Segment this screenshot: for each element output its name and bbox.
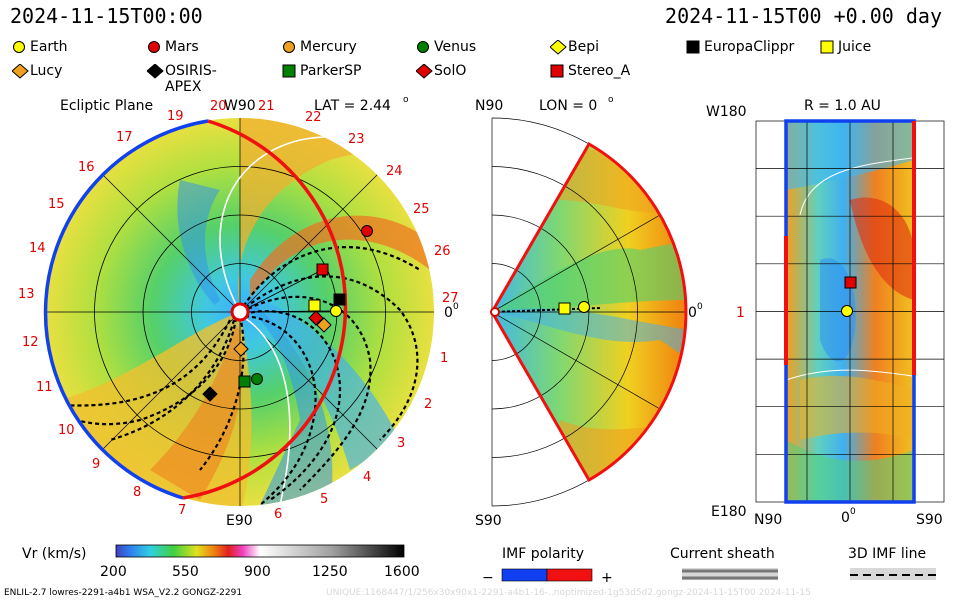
- sphere-mid-left-label: 1: [736, 305, 745, 321]
- sphere-x-mid-sup: 0: [850, 507, 856, 517]
- tick-19: 19: [167, 109, 184, 124]
- tick-3: 3: [397, 436, 405, 451]
- tick-16: 15: [48, 197, 65, 212]
- ecliptic-top-label: W90: [224, 98, 256, 114]
- tick-15: 14: [29, 241, 46, 256]
- imf-plus-label: +: [601, 570, 613, 586]
- sphere-x-right-label: S90: [916, 512, 943, 528]
- juice-marker: [308, 299, 321, 312]
- lon-label: LON = 0: [539, 98, 597, 114]
- footer-left: ENLIL-2.7 lowres-2291-a4b1 WSA_V2.2 GONG…: [4, 588, 243, 598]
- imf-line-key: 3D IMF line: [848, 546, 936, 580]
- colorbar-label: Vr (km/s): [22, 546, 86, 562]
- meridional-earth-marker: [578, 301, 590, 313]
- meridional-right-sup: 0: [697, 302, 703, 312]
- ecliptic-right-label: 0: [444, 305, 453, 321]
- tick-18: 17: [116, 130, 133, 145]
- sphere-earth-marker: [841, 305, 853, 317]
- sphere-x-mid-label: 0: [841, 510, 850, 526]
- sphere-bottom-left-label: E180: [711, 504, 747, 520]
- mars-marker: [361, 225, 373, 237]
- tick-2: 2: [424, 397, 432, 412]
- meridional-rim: [490, 141, 688, 483]
- timestamp-right: 2024-11-15T00 +0.00 day: [665, 4, 942, 28]
- sphere-stereo-a-marker: [844, 276, 857, 289]
- mercury-marker: [233, 341, 249, 357]
- tick-8: 7: [178, 503, 186, 518]
- lucy-marker: [316, 317, 332, 333]
- tick-27: 27: [442, 291, 459, 306]
- europaclippr-marker: [333, 293, 346, 306]
- meridional-juice-marker: [558, 302, 571, 315]
- colorbar-tick-1250: 1250: [312, 564, 348, 580]
- tick-22: 22: [305, 110, 322, 125]
- ecliptic-bodies: [202, 225, 373, 402]
- sphere-x-left-label: N90: [754, 512, 782, 528]
- meridional-bottom-label: S90: [475, 513, 502, 529]
- meridional-top-label: N90: [475, 98, 503, 114]
- carrington-ticks: 19 20 21 22 23 24 25 26 27 1 2 3 4 5 6 7…: [18, 99, 459, 522]
- tick-26: 26: [434, 244, 451, 259]
- imf-polarity-key: IMF polarity − +: [482, 546, 613, 586]
- tick-20: 20: [210, 99, 227, 114]
- earth-marker: [330, 305, 342, 317]
- imf-polarity-label: IMF polarity: [502, 546, 584, 562]
- ecliptic-title: Ecliptic Plane: [60, 98, 153, 114]
- tick-11: 10: [58, 423, 75, 438]
- sun-marker: [230, 302, 250, 322]
- colorbar-tick-200: 200: [100, 564, 127, 580]
- imf-negative-swatch: [501, 568, 548, 582]
- tick-5: 5: [320, 492, 328, 507]
- tick-25: 25: [413, 202, 430, 217]
- tick-10: 9: [92, 457, 100, 472]
- ecliptic-rim-negative: [43, 119, 209, 500]
- sphere-features: [786, 121, 914, 502]
- tick-21: 21: [258, 99, 275, 114]
- stereo-a-marker: [316, 263, 329, 276]
- parkersp-marker: [238, 375, 251, 388]
- ecliptic-right-sup: 0: [453, 302, 459, 312]
- meridional-sun: [490, 307, 500, 317]
- imf-positive-swatch: [546, 568, 593, 582]
- solo-marker: [308, 310, 324, 326]
- tick-17: 16: [78, 160, 95, 175]
- tick-23: 23: [348, 132, 365, 147]
- footer-right: UNIQUE:1168447/1/256x30x90x1-2291-a4b1-1…: [326, 588, 811, 598]
- colorbar-tick-550: 550: [172, 564, 199, 580]
- meridional-panel: N90 LON = 0 o 0 0 S90: [475, 95, 703, 529]
- tick-13: 12: [22, 335, 39, 350]
- current-sheath-label: Current sheath: [670, 546, 775, 562]
- sphere-panel: R = 1.0 AU W180 1 E180 N90 0 0 S90: [706, 98, 945, 528]
- current-sheath-key: Current sheath: [670, 546, 778, 580]
- tick-6: 6: [274, 507, 282, 522]
- ecliptic-rim-positive: [182, 119, 348, 500]
- osiris-apex-marker: [202, 386, 218, 402]
- tick-4: 4: [363, 470, 371, 485]
- ecliptic-bottom-label: E90: [226, 513, 253, 529]
- timestamp-left: 2024-11-15T00:00: [10, 4, 203, 28]
- tick-1: 1: [440, 351, 448, 366]
- lat-label-sup: o: [403, 95, 409, 105]
- colorbar: Vr (km/s) 200 550 900 1250 1600: [22, 544, 420, 580]
- imf-minus-label: −: [482, 570, 494, 586]
- tick-12: 11: [36, 380, 53, 395]
- colorbar-tick-900: 900: [244, 564, 271, 580]
- lon-label-sup: o: [608, 95, 614, 105]
- ecliptic-panel: 19 20 21 22 23 24 25 26 27 1 2 3 4 5 6 7…: [18, 95, 459, 529]
- tick-9: 8: [133, 485, 141, 500]
- sphere-top-left-label: W180: [706, 104, 747, 120]
- colorbar-gradient: [115, 544, 405, 558]
- tick-14: 13: [18, 287, 35, 302]
- meridional-right-label: 0: [688, 305, 697, 321]
- imf-line-label: 3D IMF line: [848, 546, 926, 562]
- lat-label: LAT = 2.44: [314, 98, 391, 114]
- venus-marker: [251, 373, 263, 385]
- colorbar-tick-1600: 1600: [384, 564, 420, 580]
- tick-24: 24: [386, 164, 403, 179]
- sphere-title: R = 1.0 AU: [804, 98, 881, 114]
